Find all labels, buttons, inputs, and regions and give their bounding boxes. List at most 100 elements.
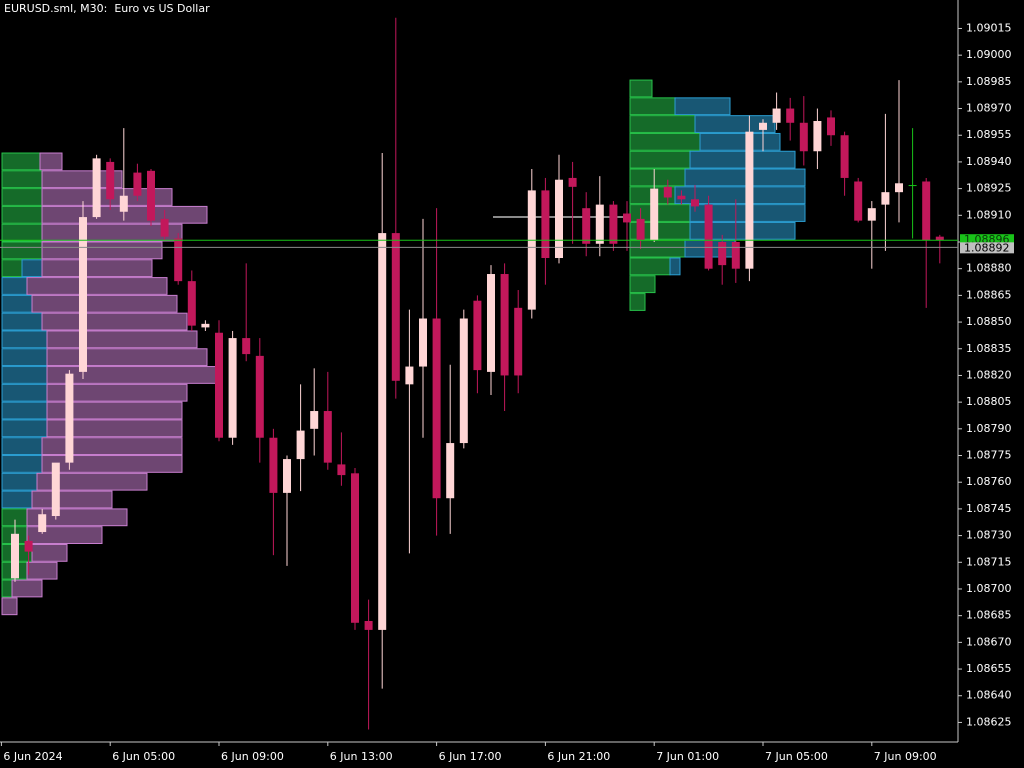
candle-body — [704, 204, 713, 269]
y-tick-label: 1.08655 — [966, 662, 1012, 675]
candle-body — [663, 186, 672, 198]
candle-body — [92, 158, 101, 218]
candle-body — [133, 172, 142, 196]
profile-segment — [46, 383, 188, 402]
profile-segment — [694, 115, 776, 133]
candle-body — [215, 332, 223, 438]
candle-body — [106, 161, 115, 200]
profile-segment — [39, 152, 63, 171]
y-tick-label: 1.08880 — [966, 262, 1012, 275]
candle-body — [378, 233, 387, 630]
candle-body — [296, 430, 305, 460]
y-tick-label: 1.08670 — [966, 635, 1012, 648]
y-tick-label: 1.08790 — [966, 422, 1012, 435]
profile-segment — [1, 579, 13, 598]
y-tick-label: 1.08955 — [966, 128, 1012, 141]
profile-segment — [629, 293, 646, 311]
profile-segment — [1, 383, 48, 402]
profile-segment — [629, 168, 686, 187]
candle-body — [731, 241, 740, 269]
profile-segment — [1, 312, 43, 331]
profile-segment — [1, 437, 43, 456]
candle-body — [419, 318, 427, 367]
candle-body — [840, 135, 849, 178]
profile-segment — [46, 401, 183, 420]
candle-body — [473, 300, 482, 371]
y-tick-label: 1.08760 — [966, 475, 1012, 488]
candle-body — [269, 437, 278, 493]
candle-body — [459, 318, 468, 444]
candle-body — [147, 170, 155, 221]
profile-segment — [669, 257, 681, 276]
bid-label: 1.08892 — [964, 241, 1010, 254]
candle-body — [446, 443, 455, 499]
x-tick-label: 6 Jun 05:00 — [112, 750, 175, 763]
profile-segment — [26, 561, 58, 580]
profile-segment — [629, 79, 653, 98]
profile-segment — [41, 312, 188, 331]
profile-segment — [1, 419, 48, 438]
profile-segment — [689, 221, 796, 240]
candle-body — [255, 355, 264, 438]
candle-body — [895, 183, 903, 193]
candle-body — [772, 108, 781, 123]
profile-segment — [41, 223, 183, 242]
y-tick-label: 1.08775 — [966, 449, 1012, 462]
profile-segment — [1, 294, 33, 313]
y-tick-label: 1.08640 — [966, 689, 1012, 702]
candle-body — [595, 204, 604, 244]
candle-body — [650, 188, 659, 241]
candle-body — [527, 190, 536, 310]
candle-body — [337, 464, 346, 476]
candle-body — [65, 373, 74, 463]
profile-segment — [1, 348, 48, 367]
profile-segment — [629, 150, 691, 169]
profile-segment — [674, 186, 806, 205]
profile-segment — [41, 437, 183, 456]
profile-segment — [684, 168, 806, 187]
candle-body — [187, 281, 196, 326]
profile-segment — [629, 239, 686, 258]
candle-body — [24, 540, 33, 552]
profile-segment — [629, 97, 676, 116]
profile-segment — [629, 132, 701, 151]
candles — [11, 17, 944, 730]
candle-body — [922, 181, 931, 241]
profile-segment — [46, 419, 183, 438]
profile-segment — [689, 150, 796, 169]
profile-segment — [629, 115, 696, 133]
candle-body — [881, 192, 890, 205]
candle-body — [582, 208, 591, 244]
candle-body — [514, 307, 523, 376]
candle-body — [160, 218, 169, 237]
bid-label-box — [960, 242, 1014, 254]
profile-segment — [46, 348, 208, 367]
profile-segment — [1, 188, 43, 206]
y-tick-label: 1.08925 — [966, 182, 1012, 195]
x-tick-label: 6 Jun 09:00 — [221, 750, 284, 763]
candle-body — [38, 514, 47, 533]
y-tick-label: 1.08685 — [966, 609, 1012, 622]
profile-segment — [1, 277, 28, 295]
y-tick-label: 1.08715 — [966, 555, 1012, 568]
candle-body — [405, 366, 414, 385]
candle-body — [867, 208, 876, 221]
profile-segment — [674, 97, 731, 116]
profile-segment — [41, 455, 183, 473]
candle-body — [201, 323, 210, 328]
candle-body — [799, 122, 808, 152]
profile-segment — [1, 401, 48, 420]
profile-segment — [46, 330, 198, 349]
candle-body — [854, 181, 863, 221]
candle-body — [759, 122, 767, 130]
x-tick-label: 6 Jun 13:00 — [330, 750, 393, 763]
profile-segment — [11, 579, 43, 598]
chart-title: EURUSD.sml, M30: Euro vs US Dollar — [4, 2, 210, 15]
profile-segment — [1, 170, 43, 189]
profile-segment — [699, 132, 781, 151]
profile-segment — [41, 259, 153, 278]
candle-body — [827, 117, 835, 136]
candle-body — [242, 338, 251, 355]
